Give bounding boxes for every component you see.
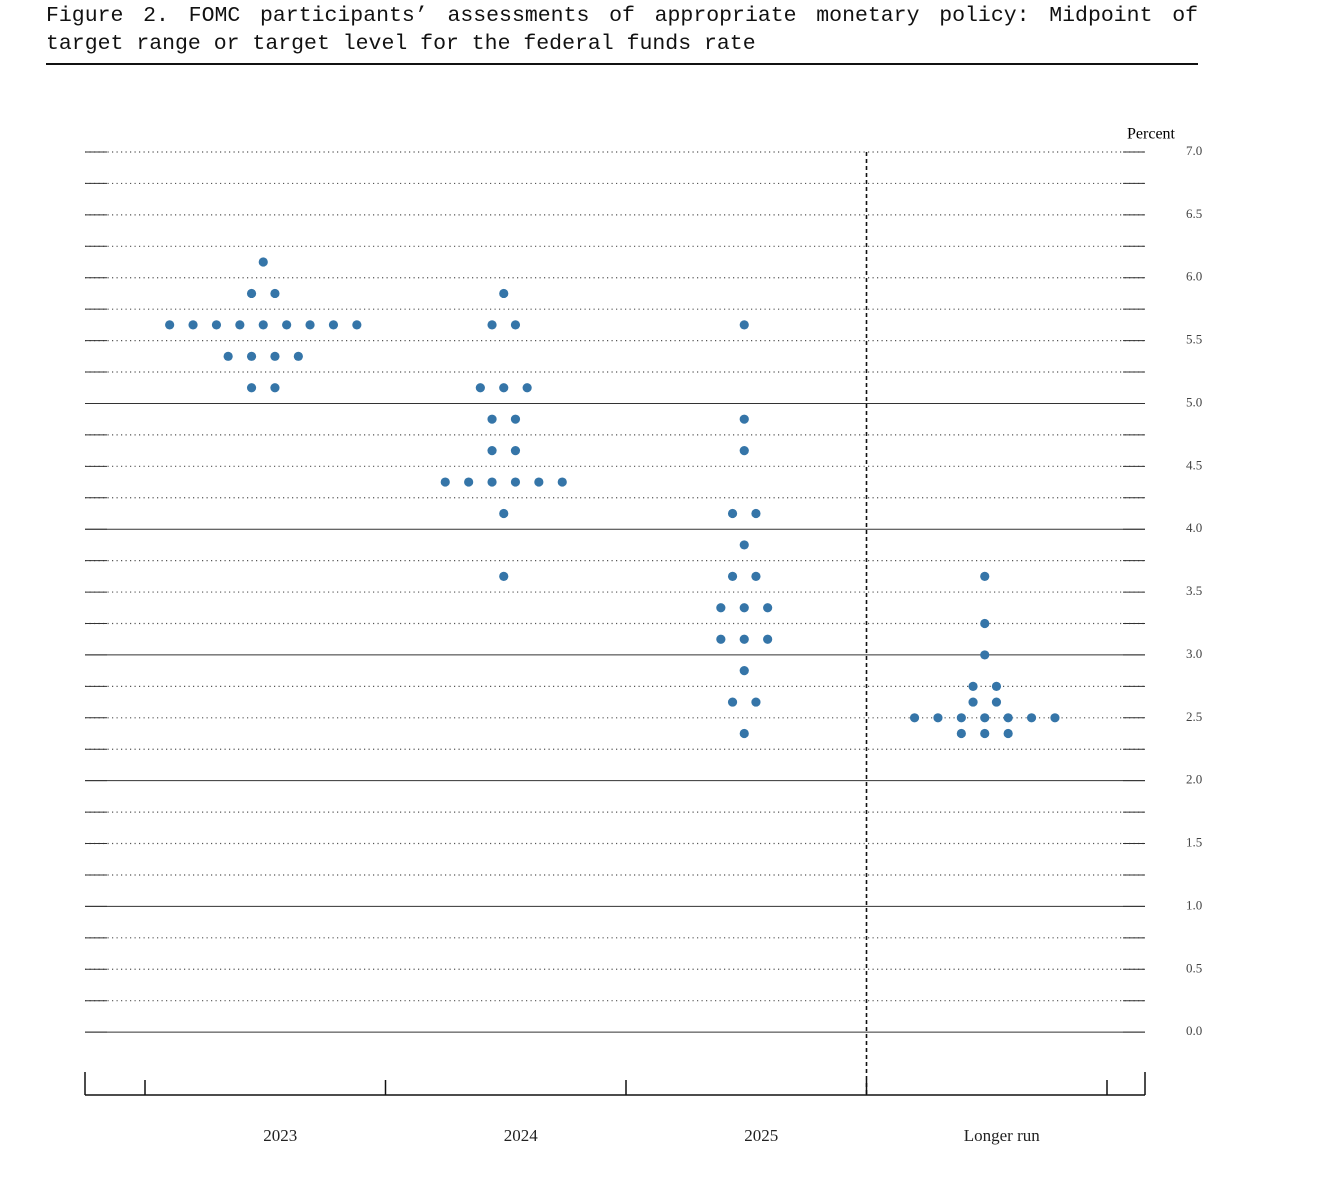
dot: [475, 383, 485, 393]
y-tick-label: 5.5: [1186, 332, 1202, 347]
dot: [1050, 713, 1060, 723]
dot: [499, 571, 509, 581]
chart-title: Figure 2. FOMC participants’ assessments…: [46, 4, 1198, 56]
dot: [739, 540, 749, 550]
dot: [293, 351, 303, 361]
y-tick-label: 4.5: [1186, 457, 1202, 472]
dot: [510, 446, 521, 456]
y-tick-label: 2.5: [1186, 709, 1202, 724]
dot: [751, 697, 761, 707]
dot: [727, 697, 738, 707]
dot: [246, 351, 257, 361]
dot: [956, 728, 966, 739]
dot: [188, 320, 198, 330]
dot: [510, 320, 521, 330]
dot: [739, 728, 749, 739]
x-tick-label: 2025: [744, 1126, 778, 1145]
dot: [716, 603, 726, 613]
dot: [727, 571, 738, 581]
dot: [282, 320, 292, 330]
dot: [739, 634, 749, 644]
dot: [487, 446, 497, 456]
dot: [980, 650, 990, 660]
y-tick-label: 1.5: [1186, 835, 1202, 850]
dot: [933, 713, 943, 723]
dot: [739, 414, 749, 424]
dot: [534, 477, 544, 487]
y-tick-label: 6.0: [1186, 269, 1202, 284]
y-tick-label: 5.0: [1186, 394, 1202, 409]
dot: [211, 320, 222, 330]
dot: [763, 634, 773, 644]
dot: [751, 508, 761, 519]
y-tick-label: 3.0: [1186, 646, 1202, 661]
dot: [165, 320, 175, 330]
dot: [909, 713, 920, 723]
y-tick-label: 4.0: [1186, 520, 1202, 535]
y-tick-label: 0.5: [1186, 960, 1202, 975]
dot: [223, 351, 233, 361]
dot: [258, 257, 268, 267]
x-tick-label: Longer run: [964, 1126, 1041, 1145]
dot: [991, 681, 1002, 691]
title-rule: [46, 63, 1198, 65]
dot: [510, 477, 521, 487]
dot: [763, 603, 773, 613]
dot: [980, 618, 990, 629]
dot: [956, 713, 966, 723]
dot: [1003, 713, 1013, 723]
dot: [716, 634, 726, 644]
dot: [487, 477, 497, 487]
dot: [352, 320, 362, 330]
dot: [270, 351, 280, 361]
dot: [739, 320, 749, 330]
dot: [980, 713, 990, 723]
y-tick-label: 3.5: [1186, 583, 1202, 598]
dot: [980, 728, 990, 739]
y-tick-label: 1.0: [1186, 897, 1202, 912]
dot: [305, 320, 315, 330]
dot: [235, 320, 245, 330]
dot: [522, 383, 532, 393]
dot: [557, 477, 567, 487]
dot: [739, 446, 749, 456]
dot: [246, 288, 257, 299]
dot: [499, 508, 509, 519]
y-axis-label: Percent: [1127, 126, 1176, 143]
y-tick-label: 2.0: [1186, 772, 1202, 787]
dot: [499, 383, 509, 393]
dot: [1026, 713, 1037, 723]
dot: [328, 320, 339, 330]
dot: [487, 320, 497, 330]
dot: [258, 320, 268, 330]
dot: [440, 477, 450, 487]
dot: [270, 288, 280, 299]
dot: [499, 288, 509, 299]
dot: [1003, 728, 1013, 739]
dot: [270, 383, 280, 393]
dot: [751, 571, 761, 581]
dot: [980, 571, 990, 581]
dot: [727, 508, 738, 519]
dot: [464, 477, 474, 487]
x-tick-label: 2023: [263, 1126, 297, 1145]
dot: [968, 681, 978, 691]
dot: [968, 697, 978, 707]
y-tick-label: 6.5: [1186, 206, 1202, 221]
dot: [510, 414, 521, 424]
dot: [739, 666, 749, 676]
x-tick-label: 2024: [504, 1126, 539, 1145]
dot: [991, 697, 1002, 707]
dot: [487, 414, 497, 424]
y-tick-label: 0.0: [1186, 1023, 1202, 1038]
dot: [739, 603, 749, 613]
y-tick-label: 7.0: [1186, 143, 1202, 158]
dot: [246, 383, 257, 393]
